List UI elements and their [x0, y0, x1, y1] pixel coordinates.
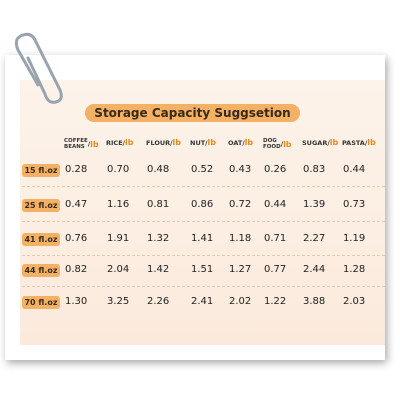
column-label: OAT — [228, 139, 242, 147]
cell: 2.02 — [229, 296, 252, 307]
cell: 1.16 — [107, 199, 130, 210]
column-header: SUGAR / lb — [302, 138, 338, 147]
cell: 1.19 — [343, 233, 366, 244]
cell: 0.71 — [264, 233, 287, 244]
cell: 1.18 — [229, 233, 252, 244]
cell: 2.03 — [343, 296, 366, 307]
column-label: RICE — [106, 139, 123, 147]
separator: / — [327, 138, 330, 147]
row-label: 25 fl.oz — [22, 199, 60, 212]
row-label: 15 fl.oz — [22, 164, 60, 177]
cell: 0.70 — [107, 164, 130, 175]
table-panel: Storage Capacity Suggsetion COFFEE BEANS /… — [20, 80, 385, 345]
column-header: FLOUR / lb — [146, 138, 181, 147]
cell: 3.25 — [107, 296, 130, 307]
unit: lb — [367, 138, 376, 147]
row-divider — [22, 221, 385, 222]
cell: 0.86 — [191, 199, 214, 210]
label-line: OAT — [228, 138, 243, 147]
separator: / — [122, 138, 126, 147]
unit: lb — [244, 138, 254, 147]
unit: lb — [207, 138, 216, 147]
cell: 3.88 — [303, 296, 326, 307]
cell: 0.48 — [147, 164, 170, 175]
row-label: 70 fl.oz — [22, 296, 60, 309]
cell: 0.28 — [65, 164, 88, 175]
column-label: DOG FOOD — [263, 138, 281, 150]
label-line: NUT — [190, 138, 206, 147]
cell: 2.04 — [107, 264, 130, 275]
row-label: 44 fl.oz — [22, 264, 60, 277]
column-label: SUGAR — [302, 139, 327, 147]
label-line: FOOD — [263, 144, 281, 150]
unit: lb — [90, 139, 99, 149]
separator: / — [364, 138, 368, 147]
column-header: OAT / lb — [228, 138, 253, 147]
separator: / — [87, 140, 91, 148]
column-label: FLOUR — [146, 139, 170, 147]
cell: 1.91 — [107, 233, 130, 244]
label-line: BEANS — [64, 144, 85, 150]
label-line: COFFEE — [64, 138, 88, 144]
cell: 0.26 — [264, 164, 287, 175]
row-label: 41 fl.oz — [22, 233, 60, 246]
cell: 2.41 — [191, 296, 214, 307]
cell: 0.44 — [264, 199, 287, 210]
separator: / — [242, 138, 245, 147]
cell: 0.77 — [264, 264, 287, 275]
row-divider — [22, 255, 385, 256]
cell: 1.27 — [229, 264, 252, 275]
cell: 2.44 — [303, 264, 326, 275]
cell: 1.28 — [343, 264, 366, 275]
unit: lb — [125, 138, 134, 147]
cell: 1.42 — [147, 264, 170, 275]
column-header: DOG FOOD / lb — [263, 138, 292, 150]
cell: 1.51 — [191, 264, 214, 275]
cell: 0.82 — [65, 264, 88, 275]
cell: 1.32 — [147, 233, 170, 244]
column-label: PASTA — [342, 139, 365, 147]
cell: 1.30 — [65, 296, 88, 307]
label-line: PASTA — [342, 138, 365, 147]
separator: / — [170, 138, 173, 147]
cell: 0.47 — [65, 199, 88, 210]
column-label: NUT — [190, 139, 205, 147]
unit: lb — [172, 138, 182, 147]
cell: 0.83 — [303, 164, 326, 175]
label-line: SUGAR — [302, 138, 328, 147]
label-line: DOG — [263, 138, 277, 144]
unit: lb — [329, 138, 339, 147]
row-divider — [22, 286, 385, 287]
cell: 0.73 — [343, 199, 366, 210]
column-header: PASTA / lb — [342, 138, 376, 147]
label-line: RICE — [106, 138, 123, 147]
separator: / — [280, 140, 284, 148]
column-header: RICE / lb — [106, 138, 133, 147]
label-line: FLOUR — [146, 138, 171, 147]
paperclip — [14, 32, 63, 104]
cell: 2.27 — [303, 233, 326, 244]
cell: 1.41 — [191, 233, 214, 244]
cell: 1.39 — [303, 199, 326, 210]
cell: 0.76 — [65, 233, 88, 244]
cell: 2.26 — [147, 296, 170, 307]
cell: 0.52 — [191, 164, 214, 175]
column-label: COFFEE BEANS — [64, 138, 88, 150]
unit: lb — [283, 139, 292, 149]
cell: 0.81 — [147, 199, 170, 210]
cell: 0.44 — [343, 164, 366, 175]
cell: 1.22 — [264, 296, 287, 307]
row-divider — [22, 186, 385, 187]
separator: / — [205, 138, 208, 147]
column-header: COFFEE BEANS / lb — [64, 138, 99, 150]
cell: 0.72 — [229, 199, 252, 210]
title: Storage Capacity Suggsetion — [85, 104, 300, 122]
column-header: NUT / lb — [190, 138, 216, 147]
cell: 0.43 — [229, 164, 252, 175]
